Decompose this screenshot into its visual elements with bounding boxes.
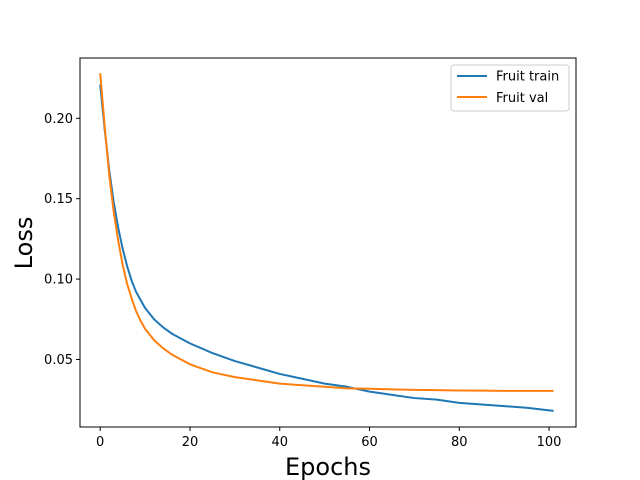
plot-frame <box>79 57 577 428</box>
x-tick-label: 60 <box>361 435 378 450</box>
y-tick-label: 0.05 <box>44 353 73 368</box>
series-layer <box>99 73 554 412</box>
x-tick-label: 100 <box>537 435 562 450</box>
series-line-fruit-val <box>99 73 554 392</box>
x-tick-label: 80 <box>451 435 468 450</box>
legend: Fruit train Fruit val <box>450 64 570 112</box>
x-tick-label: 0 <box>96 435 104 450</box>
series-line-fruit-train <box>99 84 554 412</box>
x-tick-label: 40 <box>271 435 288 450</box>
y-tick-label: 0.10 <box>44 273 73 288</box>
ticks-layer: 0 20 40 60 80 100 0.05 0.10 0.15 0.20 <box>44 112 561 450</box>
y-tick-label: 0.20 <box>44 112 73 127</box>
y-tick-label: 0.15 <box>44 192 73 207</box>
x-axis-label: Epochs <box>285 453 371 480</box>
x-tick-label: 20 <box>182 435 199 450</box>
legend-label-train: Fruit train <box>496 70 559 85</box>
legend-label-val: Fruit val <box>496 91 548 106</box>
y-axis-label: Loss <box>10 217 38 270</box>
